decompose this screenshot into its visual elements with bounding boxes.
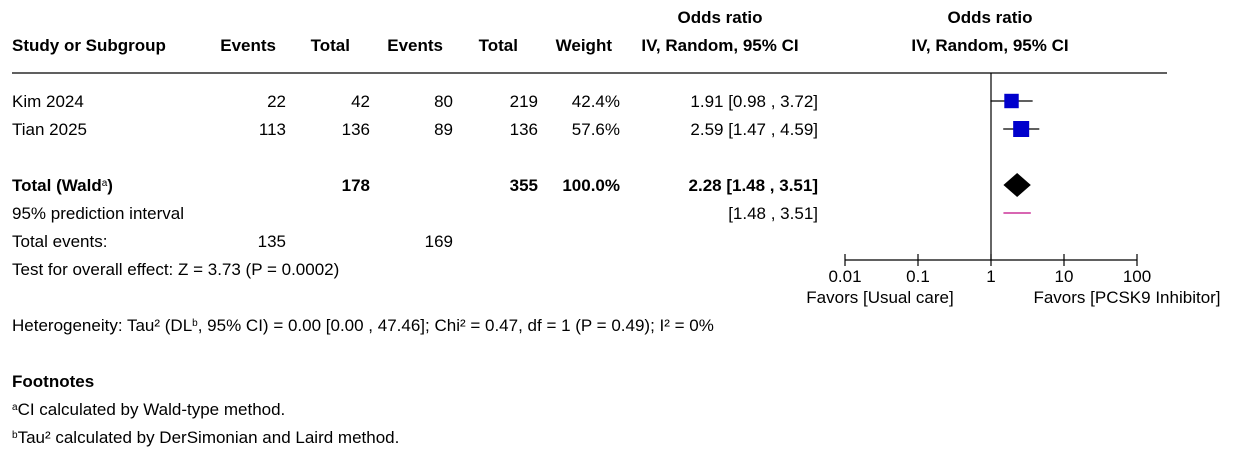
axis-tick-label: 1 [986,267,995,286]
events2-column-header: Events [387,36,443,55]
total-events2: 169 [424,232,453,251]
pooled-diamond [1003,173,1031,197]
weight-column-header: Weight [555,36,612,55]
study-square-marker [1004,93,1019,109]
axis-tick-label: 0.1 [906,267,930,286]
study-weight: 42.4% [571,92,620,111]
study-ci: 1.91 [0.98 , 3.72] [690,92,818,111]
study-square-marker [1013,121,1030,137]
total-total2: 355 [509,176,538,195]
total1-column-header: Total [310,36,350,55]
study-name: Tian 2025 [12,120,87,139]
total-total1: 178 [341,176,370,195]
footnote-b: bTau² calculated by DerSimonian and Lair… [12,428,400,447]
study-name: Kim 2024 [12,92,84,111]
events1-column-header: Events [220,36,276,55]
study-weight: 57.6% [571,120,620,139]
total-weight: 100.0% [562,176,620,195]
study-events2: 89 [434,120,453,139]
axis-tick-label: 100 [1123,267,1151,286]
total2-column-header: Total [478,36,518,55]
or-method-header: IV, Random, 95% CI [641,36,799,55]
plot-column-title: Odds ratio [947,8,1033,27]
favors-left-label: Favors [Usual care] [806,288,953,307]
favors-right-label: Favors [PCSK9 Inhibitor] [1033,288,1220,307]
total-ci: 2.28 [1.48 , 3.51] [688,176,818,195]
axis-tick-label: 10 [1055,267,1074,286]
axis-tick-label: 0.01 [828,267,861,286]
overall-effect: Test for overall effect: Z = 3.73 (P = 0… [12,260,340,279]
prediction-label: 95% prediction interval [12,204,184,223]
study-events2: 80 [434,92,453,111]
study-events1: 22 [267,92,286,111]
footnote-a: aCI calculated by Wald-type method. [12,400,286,419]
study-total2: 136 [509,120,538,139]
study-column-header: Study or Subgroup [12,36,166,55]
study-events1: 113 [258,120,286,139]
prediction-ci: [1.48 , 3.51] [728,204,818,223]
or-column-title: Odds ratio [677,8,763,27]
total-label: Total (Walda) [12,176,113,195]
total-events-label: Total events: [12,232,108,251]
footnotes-title: Footnotes [12,372,95,391]
study-ci: 2.59 [1.47 , 4.59] [690,120,818,139]
study-total2: 219 [509,92,538,111]
study-total1: 42 [351,92,370,111]
plot-method-header: IV, Random, 95% CI [911,36,1069,55]
heterogeneity: Heterogeneity: Tau² (DLb, 95% CI) = 0.00… [12,316,714,335]
study-total1: 136 [341,120,370,139]
total-events1: 135 [257,232,286,251]
